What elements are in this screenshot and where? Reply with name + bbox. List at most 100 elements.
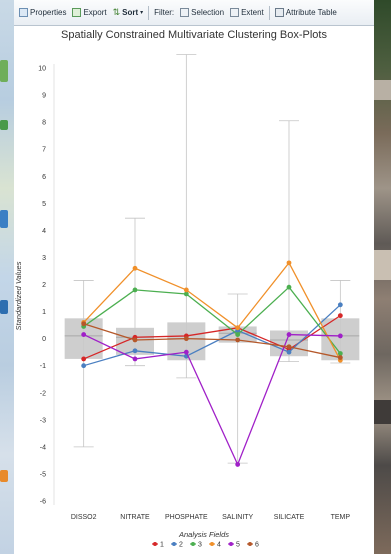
series-point-1 bbox=[337, 313, 343, 319]
series-point-5 bbox=[286, 332, 292, 337]
legend-entry: 3 bbox=[198, 542, 202, 549]
y-tick-label: -6 bbox=[40, 499, 46, 506]
series-line-4 bbox=[83, 261, 341, 361]
x-tick-label: PHOSPHATE bbox=[165, 514, 208, 521]
selection-label: Selection bbox=[191, 8, 225, 17]
legend-entry: 1 bbox=[160, 542, 164, 549]
y-tick-label: 8 bbox=[42, 120, 46, 127]
map-feature bbox=[0, 470, 8, 482]
chart-title: Spatially Constrained Multivariate Clust… bbox=[61, 29, 327, 41]
series-point-5 bbox=[183, 349, 189, 355]
extent-label: Extent bbox=[241, 8, 264, 17]
series-point-1 bbox=[81, 356, 87, 362]
y-tick-label: 9 bbox=[42, 93, 46, 100]
legend-entry: 6 bbox=[255, 542, 259, 549]
selection-filter-icon bbox=[180, 8, 190, 17]
properties-icon bbox=[19, 8, 28, 17]
legend-swatch-dot bbox=[191, 542, 195, 546]
legend-swatch-dot bbox=[172, 542, 176, 546]
series-point-2 bbox=[286, 349, 292, 355]
series-point-5 bbox=[235, 462, 241, 467]
chart-toolbar: Properties Export ⇅ Sort ▾ Filter: Selec… bbox=[14, 0, 374, 26]
sort-label: Sort bbox=[122, 8, 139, 17]
series-point-5 bbox=[337, 333, 343, 339]
chevron-down-icon: ▾ bbox=[140, 10, 144, 16]
y-tick-label: 5 bbox=[42, 201, 46, 208]
series-point-4 bbox=[286, 260, 292, 266]
y-tick-label: 2 bbox=[42, 282, 46, 289]
series-line-3 bbox=[83, 286, 341, 354]
properties-label: Properties bbox=[30, 8, 67, 17]
series-point-4 bbox=[183, 287, 189, 293]
series-point-6 bbox=[183, 336, 189, 342]
series-point-6 bbox=[132, 337, 138, 343]
legend-entry: 2 bbox=[179, 542, 183, 549]
series-point-6 bbox=[235, 337, 241, 343]
series-point-6 bbox=[81, 321, 87, 327]
toolbar-divider bbox=[148, 5, 150, 20]
export-button[interactable]: Export bbox=[69, 8, 109, 17]
map-feature bbox=[0, 210, 8, 228]
series-point-6 bbox=[286, 344, 292, 350]
sort-button[interactable]: ⇅ Sort ▾ bbox=[110, 7, 147, 18]
series-point-2 bbox=[132, 348, 138, 354]
x-tick-label: SALINITY bbox=[222, 514, 253, 521]
series-point-4 bbox=[235, 325, 241, 331]
y-tick-label: 0 bbox=[42, 336, 46, 343]
map-feature bbox=[0, 120, 8, 130]
legend-entry: 5 bbox=[236, 542, 240, 549]
export-icon bbox=[72, 8, 82, 17]
series-point-6 bbox=[337, 355, 343, 360]
filter-label: Filter: bbox=[154, 8, 175, 17]
map-feature bbox=[374, 400, 391, 424]
series-line-5 bbox=[83, 333, 341, 467]
legend-entry: 4 bbox=[217, 542, 221, 549]
y-tick-label: -5 bbox=[40, 471, 46, 478]
series-point-3 bbox=[235, 332, 241, 337]
y-tick-label: 1 bbox=[42, 309, 46, 316]
legend-swatch-dot bbox=[229, 542, 233, 546]
map-feature bbox=[374, 250, 391, 280]
attribute-table-button[interactable]: Attribute Table bbox=[272, 8, 340, 17]
x-tick-label: TEMP bbox=[331, 514, 351, 521]
map-feature bbox=[374, 80, 391, 100]
table-icon bbox=[274, 8, 284, 17]
series-point-3 bbox=[183, 291, 189, 297]
series-line-2 bbox=[83, 304, 341, 367]
chart-panel: Spatially Constrained Multivariate Clust… bbox=[14, 26, 374, 554]
y-tick-label: -2 bbox=[40, 390, 46, 397]
extent-filter-icon bbox=[230, 8, 240, 17]
attribute-table-label: Attribute Table bbox=[285, 8, 337, 17]
map-left-edge bbox=[0, 0, 14, 554]
y-axis-label: Standardized Values bbox=[14, 261, 23, 330]
legend-swatch-dot bbox=[153, 542, 157, 546]
map-feature bbox=[0, 60, 8, 82]
series-point-4 bbox=[132, 265, 138, 271]
series-point-3 bbox=[132, 287, 138, 293]
series-line-6 bbox=[83, 323, 341, 359]
y-tick-label: 10 bbox=[38, 66, 46, 73]
y-tick-label: -4 bbox=[40, 444, 46, 451]
series-point-3 bbox=[286, 284, 292, 290]
filter-label-group: Filter: bbox=[151, 8, 177, 17]
filter-selection-button[interactable]: Selection bbox=[177, 8, 227, 17]
series-point-5 bbox=[81, 332, 87, 337]
legend-swatch-dot bbox=[248, 542, 252, 546]
export-label: Export bbox=[83, 8, 107, 17]
filter-extent-button[interactable]: Extent bbox=[227, 8, 267, 17]
y-tick-label: -3 bbox=[40, 417, 46, 424]
y-tick-label: 3 bbox=[42, 255, 46, 262]
y-tick-label: 6 bbox=[42, 174, 46, 181]
series-point-5 bbox=[132, 356, 138, 362]
series-point-2 bbox=[337, 302, 343, 308]
x-tick-label: NITRATE bbox=[120, 514, 150, 521]
map-feature bbox=[0, 300, 8, 314]
x-tick-label: DISSO2 bbox=[71, 514, 97, 521]
x-tick-label: SILICATE bbox=[274, 514, 305, 521]
properties-button[interactable]: Properties bbox=[16, 8, 69, 17]
series-point-3 bbox=[337, 351, 343, 356]
series-point-2 bbox=[81, 363, 87, 369]
sort-icon: ⇅ bbox=[112, 7, 121, 17]
chart-canvas: Spatially Constrained Multivariate Clust… bbox=[14, 29, 360, 549]
toolbar-divider bbox=[268, 5, 270, 20]
